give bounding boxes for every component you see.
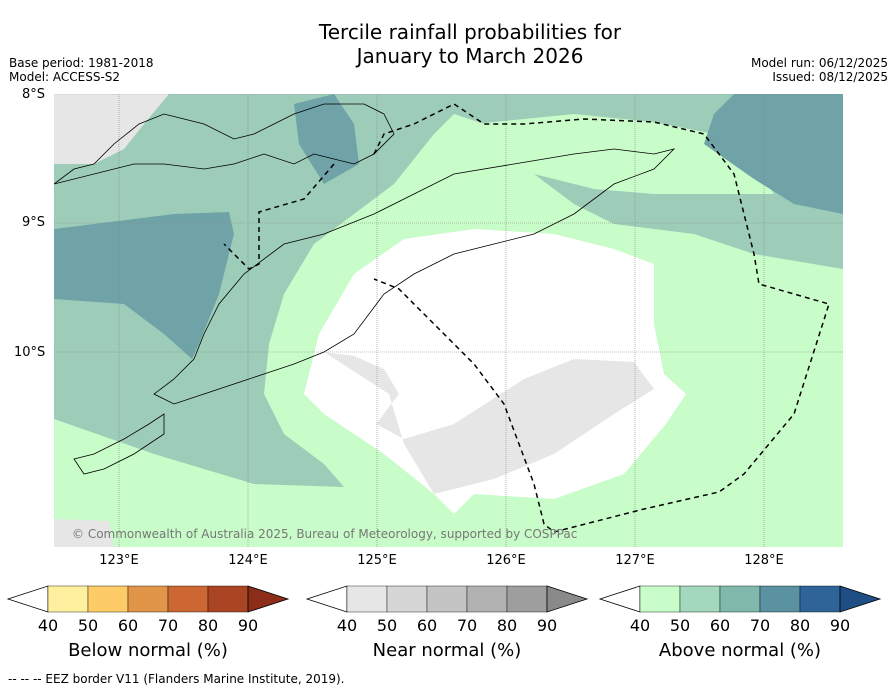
colorbar-label-above: Above normal (%) (658, 640, 822, 661)
model-run: Model run: 06/12/2025 (750, 56, 888, 70)
chart-title: Tercile rainfall probabilities for Janua… (0, 20, 896, 68)
lat-label-8s: 8°S (22, 87, 46, 102)
title-line-1: Tercile rainfall probabilities for (318, 20, 622, 44)
lon-label-125e: 125°E (357, 553, 397, 568)
colorbar-tick-label: 80 (197, 616, 219, 635)
colorbar-segment (679, 585, 721, 613)
colorbar-segment (386, 585, 428, 613)
colorbar-tick-label: 50 (669, 616, 691, 635)
colorbar-tick-label: 90 (829, 616, 851, 635)
colorbar-segment (47, 585, 89, 613)
above-normal-60-east (704, 94, 843, 214)
lat-label-10s: 10°S (14, 345, 46, 360)
issued-date: Issued: 08/12/2025 (772, 70, 888, 84)
no-dominant-zone (304, 229, 686, 514)
colorbar-segment (799, 585, 841, 613)
colorbar-tick-label: 50 (77, 616, 99, 635)
timor-coast (153, 148, 676, 405)
colorbar-above-normal (598, 585, 882, 613)
colorbar-label-below: Below normal (%) (68, 640, 228, 661)
colorbar-extend-high (546, 585, 589, 613)
near-normal-40-sw (54, 519, 114, 547)
no-dominant-nw (54, 94, 169, 164)
colorbar-tick-label: 80 (496, 616, 518, 635)
colorbar-segment (426, 585, 468, 613)
colorbar-label-near: Near normal (%) (372, 640, 522, 661)
lon-label-124e: 124°E (228, 553, 268, 568)
above-normal-40-upper (474, 114, 774, 194)
colorbar-near-normal (305, 585, 589, 613)
colorbar-segment (87, 585, 129, 613)
colorbar-below-normal (6, 585, 290, 613)
colorbar-extend-high (247, 585, 290, 613)
colorbar-tick-label: 50 (376, 616, 398, 635)
roti-coast (73, 413, 165, 475)
eez-footnote: -- -- -- EEZ border V11 (Flanders Marine… (8, 672, 345, 686)
lon-label-126e: 126°E (486, 553, 526, 568)
colorbar-tick-label: 70 (749, 616, 771, 635)
lat-label-9s: 9°S (22, 215, 46, 230)
base-period: Base period: 1981-2018 (9, 56, 154, 70)
colorbar-tick-label: 70 (157, 616, 179, 635)
colorbar-segment (167, 585, 209, 613)
colorbar-tick-label: 90 (237, 616, 259, 635)
near-normal-40-zone (324, 352, 654, 494)
colorbar-segment (719, 585, 761, 613)
meta-right: Model run: 06/12/2025 Issued: 08/12/2025 (751, 56, 888, 84)
colorbar-tick-label: 90 (536, 616, 558, 635)
flores-coast (54, 103, 395, 185)
colorbar-segment (127, 585, 169, 613)
lon-label-127e: 127°E (615, 553, 655, 568)
colorbar-tick-label: 80 (789, 616, 811, 635)
coastlines (54, 103, 676, 475)
colorbars (6, 585, 882, 613)
colorbar-tick-label: 60 (416, 616, 438, 635)
title-line-2: January to March 2026 (356, 44, 584, 68)
meta-left: Base period: 1981-2018 Model: ACCESS-S2 (9, 56, 154, 84)
colorbar-segment (346, 585, 388, 613)
lon-label-123e: 123°E (99, 553, 139, 568)
above-normal-60-west (54, 212, 234, 359)
colorbar-segment (506, 585, 548, 613)
colorbar-segment (639, 585, 681, 613)
eez-border (223, 103, 830, 533)
colorbar-extend-low (305, 585, 348, 613)
lon-label-128e: 128°E (744, 553, 784, 568)
colorbar-tick-label: 40 (336, 616, 358, 635)
colorbar-tick-label: 60 (117, 616, 139, 635)
colorbar-extend-high (839, 585, 882, 613)
colorbar-segment (466, 585, 508, 613)
copyright-notice: © Commonwealth of Australia 2025, Bureau… (72, 527, 578, 541)
colorbar-segment (759, 585, 801, 613)
colorbar-tick-label: 40 (37, 616, 59, 635)
colorbar-tick-label: 70 (456, 616, 478, 635)
colorbar-tick-label: 40 (629, 616, 651, 635)
model-name: Model: ACCESS-S2 (9, 70, 121, 84)
colorbar-tick-label: 60 (709, 616, 731, 635)
colorbar-extend-low (6, 585, 49, 613)
forecast-map (54, 94, 843, 547)
colorbar-segment (207, 585, 249, 613)
gridlines (54, 94, 843, 547)
colorbar-extend-low (598, 585, 641, 613)
